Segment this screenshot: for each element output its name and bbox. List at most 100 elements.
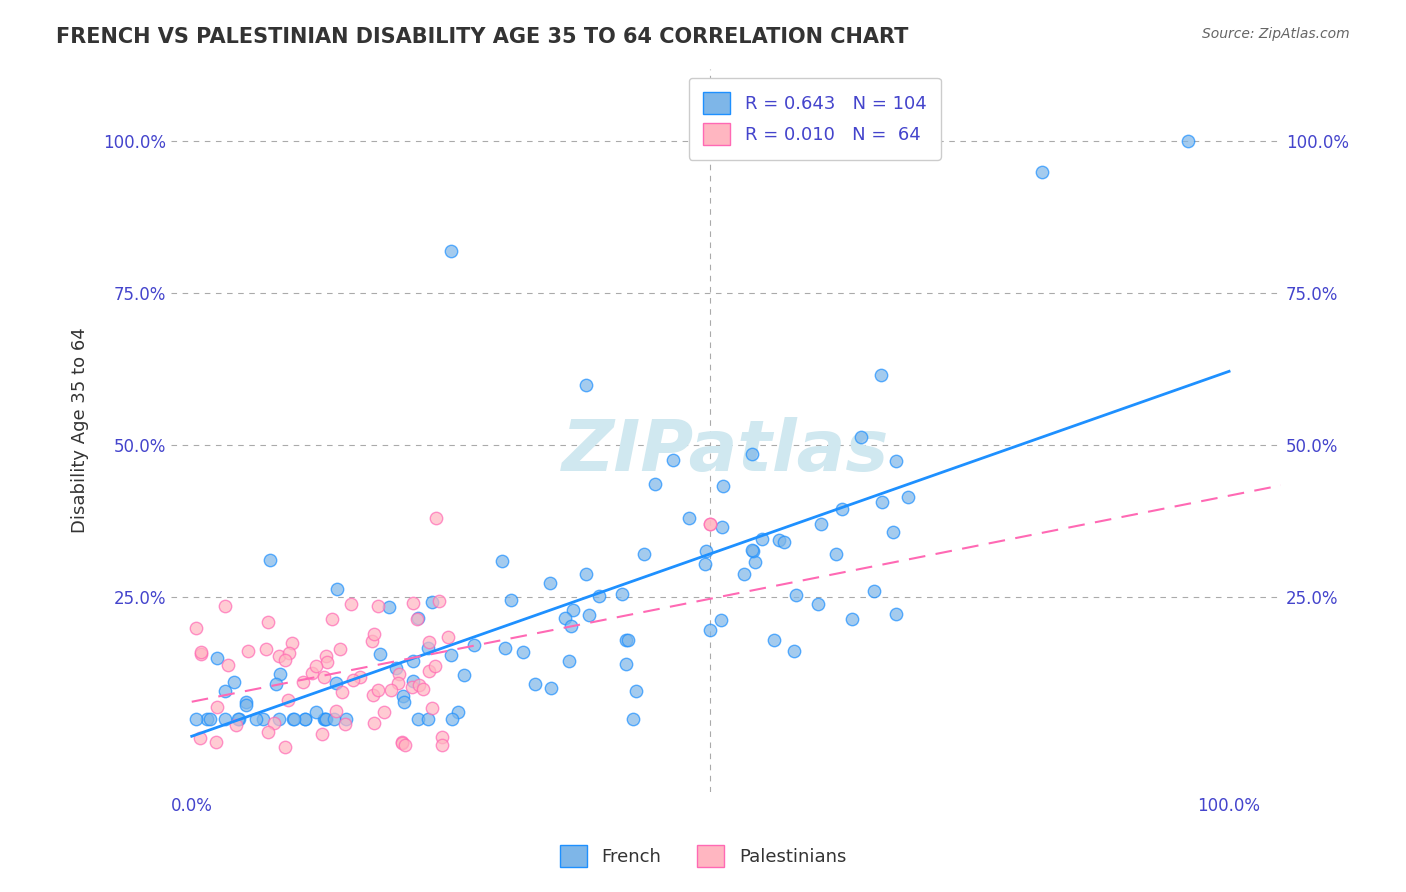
Point xyxy=(614,657,637,672)
Point xyxy=(440,244,463,258)
Point xyxy=(710,520,733,534)
Point xyxy=(401,680,423,694)
Point xyxy=(391,735,413,749)
Point xyxy=(325,675,347,690)
Point xyxy=(405,612,427,626)
Point xyxy=(281,712,304,726)
Point xyxy=(554,611,576,625)
Point xyxy=(190,647,212,661)
Point xyxy=(884,453,907,467)
Point xyxy=(578,607,600,622)
Point xyxy=(225,718,247,732)
Point xyxy=(314,670,336,684)
Y-axis label: Disability Age 35 to 64: Disability Age 35 to 64 xyxy=(72,327,89,533)
Point xyxy=(423,658,446,673)
Point xyxy=(280,636,302,650)
Point xyxy=(416,712,439,726)
Point xyxy=(422,701,444,715)
Point xyxy=(412,681,434,696)
Point xyxy=(402,673,425,688)
Text: ZIPatlas: ZIPatlas xyxy=(562,417,890,486)
Point xyxy=(361,688,384,702)
Point xyxy=(257,724,280,739)
Point xyxy=(195,712,218,726)
Point xyxy=(314,712,336,726)
Point xyxy=(711,479,734,493)
Point xyxy=(349,670,371,684)
Point xyxy=(416,641,439,656)
Point xyxy=(378,599,401,614)
Point xyxy=(538,576,561,591)
Point xyxy=(323,712,346,726)
Point xyxy=(751,532,773,546)
Point xyxy=(402,596,425,610)
Point xyxy=(441,712,464,726)
Point xyxy=(406,712,429,726)
Point xyxy=(785,588,807,602)
Point xyxy=(699,624,721,638)
Point xyxy=(305,659,328,673)
Point xyxy=(312,712,335,726)
Point xyxy=(294,712,316,726)
Point xyxy=(264,676,287,690)
Point xyxy=(849,430,872,444)
Point xyxy=(392,689,415,703)
Point xyxy=(188,731,211,746)
Point xyxy=(184,712,207,726)
Point xyxy=(741,446,763,460)
Point xyxy=(617,632,640,647)
Point xyxy=(523,677,546,691)
Point xyxy=(1031,165,1053,179)
Point xyxy=(277,693,299,707)
Point xyxy=(662,452,685,467)
Point xyxy=(217,657,239,672)
Point xyxy=(447,706,470,720)
Point xyxy=(257,615,280,629)
Point xyxy=(491,554,513,568)
Point xyxy=(741,543,763,558)
Legend: French, Palestinians: French, Palestinians xyxy=(553,838,853,874)
Point xyxy=(361,633,384,648)
Point xyxy=(226,712,249,726)
Point xyxy=(274,739,297,754)
Point xyxy=(294,712,316,726)
Point xyxy=(198,712,221,726)
Point xyxy=(427,594,450,608)
Point xyxy=(321,612,343,626)
Legend: R = 0.643   N = 104, R = 0.010   N =  64: R = 0.643 N = 104, R = 0.010 N = 64 xyxy=(689,78,941,160)
Point xyxy=(699,517,721,532)
Point xyxy=(807,597,830,611)
Point xyxy=(367,683,389,698)
Point xyxy=(388,667,411,681)
Point xyxy=(363,715,385,730)
Point xyxy=(384,661,406,675)
Point xyxy=(325,582,347,596)
Point xyxy=(367,599,389,614)
Point xyxy=(733,567,755,582)
Point xyxy=(453,668,475,682)
Point xyxy=(810,517,832,532)
Point xyxy=(214,684,236,698)
Point xyxy=(278,646,301,660)
Point xyxy=(494,640,516,655)
Text: Source: ZipAtlas.com: Source: ZipAtlas.com xyxy=(1202,27,1350,41)
Point xyxy=(741,544,763,558)
Point xyxy=(184,621,207,635)
Point xyxy=(301,665,323,680)
Point xyxy=(831,501,853,516)
Point xyxy=(624,684,647,698)
Point xyxy=(315,712,337,726)
Point xyxy=(558,654,581,668)
Point xyxy=(575,377,598,392)
Point xyxy=(333,717,356,731)
Point xyxy=(678,511,700,525)
Point xyxy=(768,533,790,547)
Point xyxy=(267,712,290,726)
Point xyxy=(897,491,920,505)
Point xyxy=(205,650,228,665)
Point xyxy=(782,644,804,658)
Point xyxy=(368,647,391,661)
Point xyxy=(616,632,638,647)
Point xyxy=(205,735,228,749)
Point xyxy=(214,599,236,614)
